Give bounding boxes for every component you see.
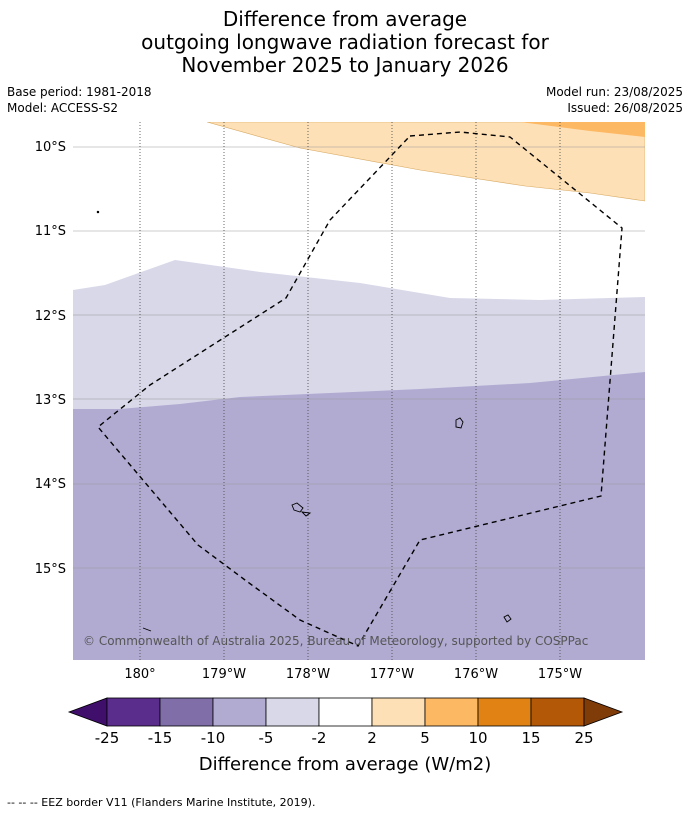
lon-label: 177°W xyxy=(370,667,414,682)
lat-label: 11°S xyxy=(35,224,66,239)
meta-right: Model run: 23/08/2025 Issued: 26/08/2025 xyxy=(546,84,683,116)
colorbar-segment xyxy=(530,697,585,727)
map-area: © Commonwealth of Australia 2025, Bureau… xyxy=(73,122,645,660)
colorbar-label: Difference from average (W/m2) xyxy=(199,754,491,775)
islands xyxy=(96,210,512,632)
island-south xyxy=(503,614,512,623)
model-name: Model: ACCESS-S2 xyxy=(7,101,119,115)
title-line-2: outgoing longwave radiation forecast for xyxy=(141,30,549,54)
colorbar-arrow-high xyxy=(583,697,624,727)
colorbar-ticks: -25 -15 -10 -5 -2 2 5 10 15 25 xyxy=(95,729,594,747)
colorbar xyxy=(67,697,624,727)
colorbar-tick-label: 2 xyxy=(367,729,377,747)
colorbar-tick-label: -5 xyxy=(259,729,274,747)
lat-label: 15°S xyxy=(35,562,66,577)
colorbar-segment xyxy=(477,697,532,727)
eez-border xyxy=(97,131,623,647)
lon-label: 178°W xyxy=(286,667,330,682)
title-line-1: Difference from average xyxy=(222,7,468,31)
colorbar-segment xyxy=(318,697,373,727)
colorbar-tick-label: -2 xyxy=(312,729,327,747)
lon-label: 180° xyxy=(124,667,155,682)
eez-legend: -- -- -- EEZ border V11 (Flanders Marine… xyxy=(7,796,316,809)
olr-band-minus10-minus5 xyxy=(73,372,645,660)
lat-label: 12°S xyxy=(35,309,66,324)
colorbar-segment xyxy=(212,697,267,727)
meta-left: Base period: 1981-2018 Model: ACCESS-S2 xyxy=(7,84,152,116)
colorbar-segment xyxy=(371,697,426,727)
model-run: Model run: 23/08/2025 xyxy=(545,85,683,99)
lon-labels: 180° 179°W 178°W 177°W 176°W 175°W xyxy=(124,667,582,682)
colorbar-tick-label: -10 xyxy=(201,729,226,747)
island-east xyxy=(455,417,464,429)
island-southwest xyxy=(142,627,152,632)
colorbar-tick-label: 10 xyxy=(468,729,487,747)
island-west-b xyxy=(300,511,312,517)
lat-gridlines xyxy=(73,146,645,569)
colorbar-tick-label: 25 xyxy=(574,729,593,747)
olr-band-2-5 xyxy=(206,122,645,202)
map-title: Difference from average outgoing longwav… xyxy=(0,8,690,77)
lat-label: 14°S xyxy=(35,477,66,492)
colorbar-tick-label: 15 xyxy=(521,729,540,747)
lat-labels: 10°S 11°S 12°S 13°S 14°S 15°S xyxy=(35,140,66,577)
colorbar-tick-label: -15 xyxy=(148,729,173,747)
colorbar-segment xyxy=(106,697,161,727)
copyright-text: © Commonwealth of Australia 2025, Bureau… xyxy=(83,634,588,648)
island-north-dot xyxy=(96,210,100,214)
title-line-3: November 2025 to January 2026 xyxy=(181,53,509,77)
colorbar-tick-label: -25 xyxy=(95,729,120,747)
island-west-a xyxy=(291,502,304,513)
colorbar-segment xyxy=(265,697,320,727)
colorbar-tick-label: 5 xyxy=(420,729,430,747)
colorbar-segment xyxy=(159,697,214,727)
olr-band-5-10 xyxy=(520,122,645,137)
colorbar-arrow-low xyxy=(67,697,108,727)
lon-label: 176°W xyxy=(454,667,498,682)
lat-label: 10°S xyxy=(35,140,66,155)
base-period: Base period: 1981-2018 xyxy=(7,85,152,99)
lat-label: 13°S xyxy=(35,393,66,408)
lon-label: 179°W xyxy=(202,667,246,682)
issued-date: Issued: 26/08/2025 xyxy=(567,101,683,115)
lon-label: 175°W xyxy=(538,667,582,682)
colorbar-segment xyxy=(424,697,479,727)
